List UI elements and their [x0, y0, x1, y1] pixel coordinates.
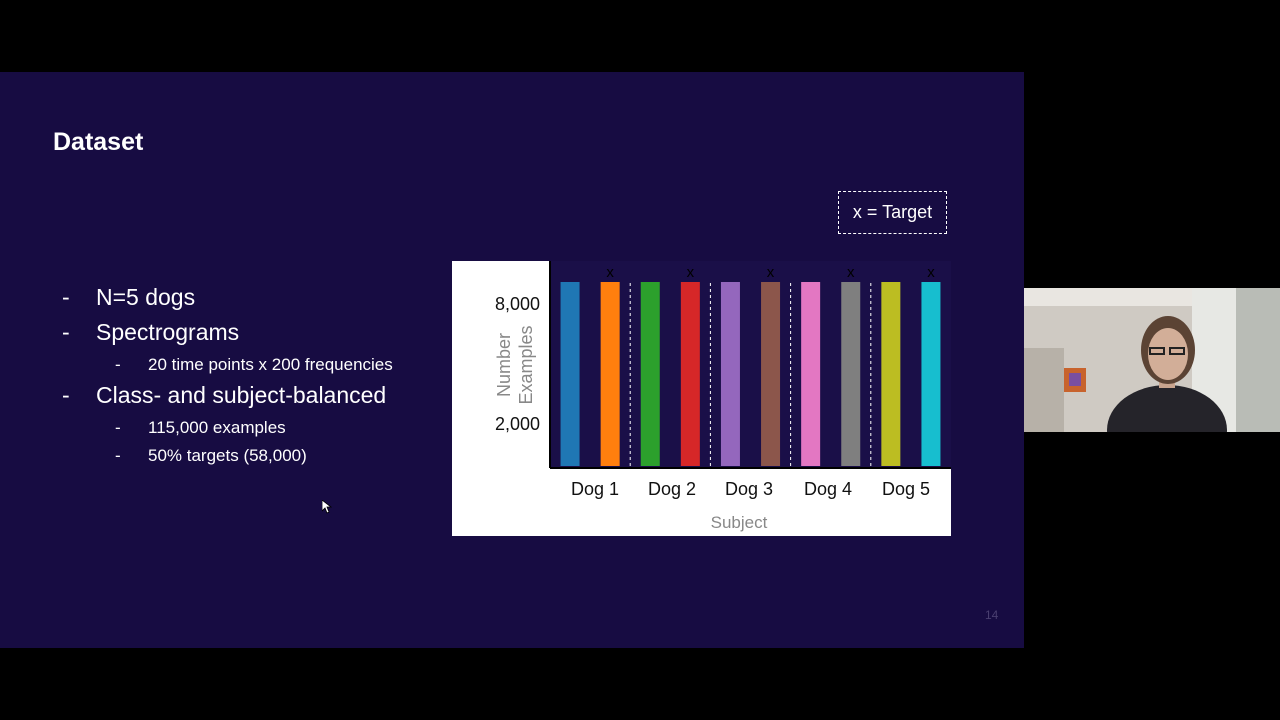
bullet-text: 50% targets (58,000)	[148, 446, 307, 465]
target-legend: x = Target	[838, 191, 947, 234]
x-tick-label: Dog 4	[804, 479, 852, 499]
y-axis-label: Number Examples	[494, 325, 536, 404]
chart-svg: 8,000 2,000 Number Examples x x x x x Dog 1 Dog 2 D…	[494, 261, 951, 532]
bullet-dash: -	[115, 446, 121, 465]
bar	[560, 282, 580, 466]
page-number: 14	[985, 608, 999, 622]
bar	[801, 282, 821, 466]
y-tick-label: 8,000	[495, 294, 540, 314]
bullet-dash: -	[62, 284, 70, 310]
bullet-text: Class- and subject-balanced	[96, 382, 387, 408]
bullet-text: 20 time points x 200 frequencies	[148, 355, 393, 374]
bar	[881, 282, 901, 466]
slide-title: Dataset	[53, 128, 144, 156]
webcam-video	[1024, 288, 1280, 432]
bullet-dash: -	[115, 355, 121, 374]
bullet-text: N=5 dogs	[96, 284, 196, 310]
bullet-text: 115,000 examples	[148, 418, 286, 437]
bar	[761, 282, 781, 466]
bar	[640, 282, 660, 466]
bullet-dash: -	[62, 382, 70, 408]
bar-chart: 8,000 2,000 Number Examples x x x x x Dog 1 Dog 2 D…	[452, 261, 951, 536]
x-axis-label: Subject	[711, 513, 768, 532]
target-marker: x	[606, 264, 614, 281]
bullet-dash: -	[62, 319, 70, 345]
bar	[720, 282, 740, 466]
target-marker: x	[927, 264, 935, 281]
y-tick-label: 2,000	[495, 414, 540, 434]
target-marker: x	[767, 264, 775, 281]
bullet-dash: -	[115, 418, 121, 437]
bar	[680, 282, 700, 466]
x-tick-label: Dog 1	[571, 479, 619, 499]
presenter-video-image	[1024, 288, 1280, 432]
target-marker: x	[847, 264, 855, 281]
bar	[841, 282, 861, 466]
bar	[600, 282, 620, 466]
bar	[921, 282, 941, 466]
slide: Dataset - N=5 dogs - Spectrograms - 20 t…	[0, 72, 1024, 648]
bullet-text: Spectrograms	[96, 319, 240, 345]
mouse-cursor-icon	[322, 500, 332, 514]
target-marker: x	[687, 264, 695, 281]
x-tick-label: Dog 3	[725, 479, 773, 499]
x-tick-label: Dog 5	[882, 479, 930, 499]
x-tick-label: Dog 2	[648, 479, 696, 499]
